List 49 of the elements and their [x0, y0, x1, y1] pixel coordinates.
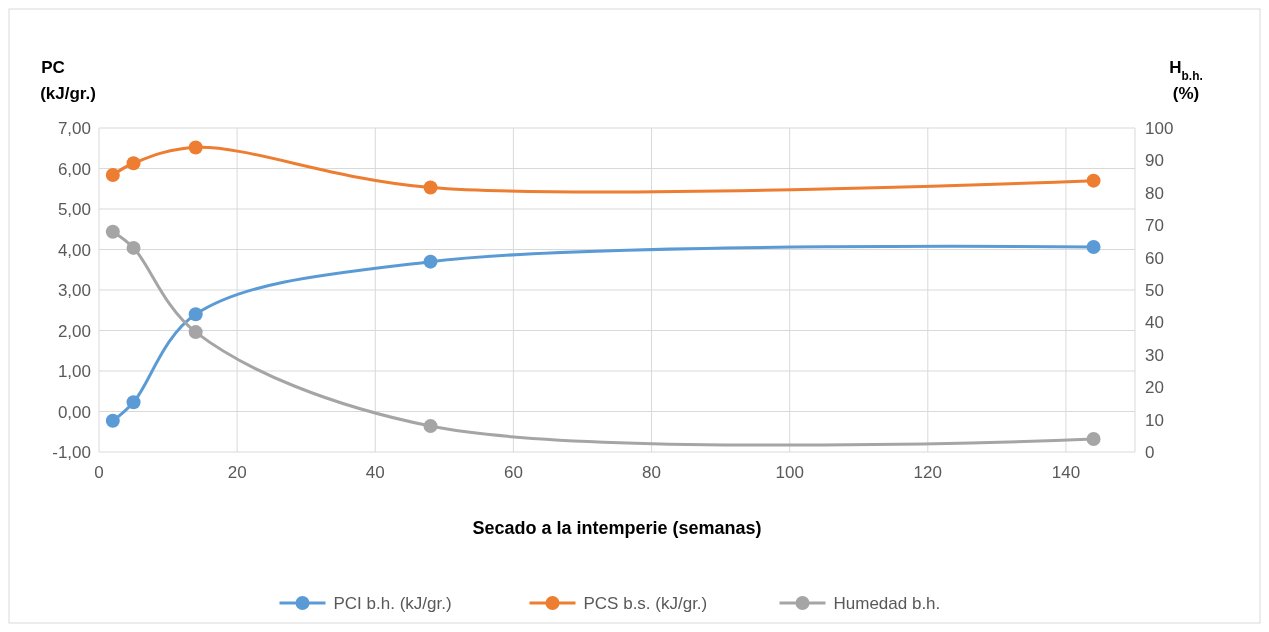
y2-tick-label: 20	[1145, 378, 1164, 398]
y2-tick-label: 0	[1145, 443, 1155, 462]
y2-tick-label: 100	[1145, 119, 1174, 138]
y2-axis-title: H$_{b.h.}$ (%)	[1169, 58, 1203, 103]
point	[423, 254, 438, 269]
point	[126, 240, 141, 255]
x-tick-label: 60	[503, 463, 523, 482]
point	[105, 413, 120, 428]
y-tick-label: 7,00	[57, 119, 91, 138]
y-tick-label: 3,00	[57, 281, 91, 300]
y2-tick-label: 50	[1145, 281, 1164, 300]
point	[423, 180, 438, 195]
y-tick-label: 4,00	[57, 240, 91, 260]
y-tick-label: 5,00	[57, 200, 91, 219]
y2-tick-label: 60	[1145, 248, 1164, 268]
y2-tick-label: 10	[1145, 410, 1164, 430]
x-tick-label: 0	[94, 463, 104, 482]
x-tick-label: 120	[913, 463, 942, 482]
x-tick-label: 100	[775, 463, 804, 482]
y-tick-label: 1,00	[57, 362, 91, 381]
y2-tick-label: 40	[1145, 313, 1164, 333]
point	[1086, 240, 1101, 255]
legend-label: PCS b.s. (kJ/gr.)	[583, 594, 708, 613]
point	[188, 140, 203, 155]
point	[126, 395, 141, 410]
point	[105, 224, 120, 239]
y-tick-label: 0,00	[57, 402, 91, 422]
y2-tick-label: 80	[1145, 183, 1164, 203]
y-tick-label: 6,00	[57, 159, 91, 179]
y2-tick-label: 30	[1145, 345, 1164, 365]
y-axis-title: PC (kJ/gr.)	[40, 58, 96, 103]
point	[126, 156, 141, 171]
x-axis-title: Secado a la intemperie (semanas)	[472, 518, 762, 538]
point	[1086, 432, 1101, 447]
x-tick-label: 80	[642, 463, 661, 482]
y2-tick-label: 70	[1145, 216, 1164, 236]
x-tick-label: 20	[227, 463, 247, 482]
y2-tick-label: 90	[1145, 151, 1164, 171]
point	[188, 325, 203, 340]
y-tick-label: 2,00	[57, 321, 91, 341]
point	[105, 167, 120, 182]
legend-label: PCI b.h. (kJ/gr.)	[333, 594, 452, 613]
y-tick-label: -1,00	[52, 443, 91, 462]
legend-label: Humedad b.h.	[833, 594, 941, 613]
x-tick-label: 140	[1051, 463, 1081, 482]
point	[188, 307, 203, 322]
point	[423, 419, 438, 434]
x-tick-label: 40	[365, 463, 385, 482]
point	[1086, 173, 1101, 188]
